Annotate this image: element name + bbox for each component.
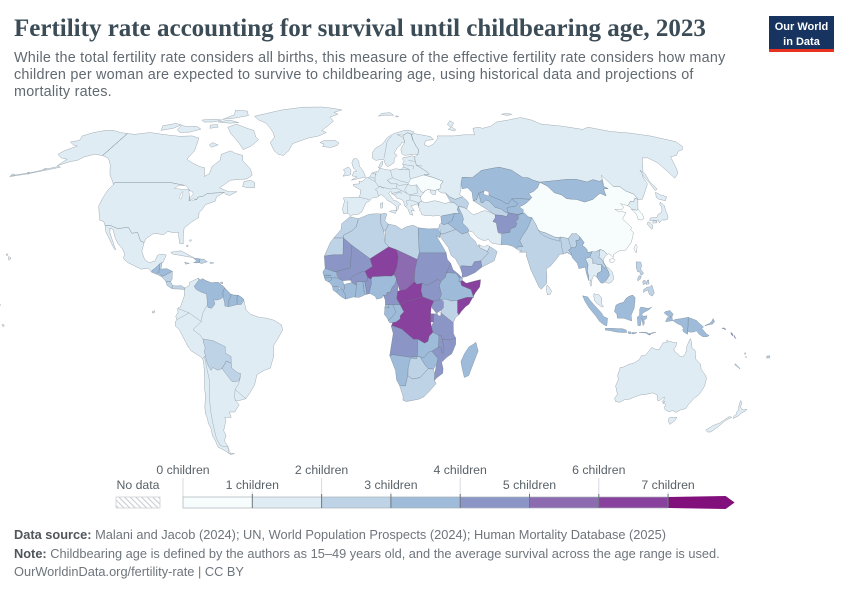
svg-text:2 children: 2 children (295, 463, 348, 477)
svg-text:0 children: 0 children (156, 463, 209, 477)
svg-text:5 children: 5 children (503, 478, 556, 492)
svg-text:1 children: 1 children (226, 478, 279, 492)
svg-text:4 children: 4 children (434, 463, 487, 477)
svg-text:6 children: 6 children (572, 463, 625, 477)
svg-text:3 children: 3 children (364, 478, 417, 492)
svg-text:No data: No data (116, 478, 159, 492)
svg-text:7 children: 7 children (641, 478, 694, 492)
